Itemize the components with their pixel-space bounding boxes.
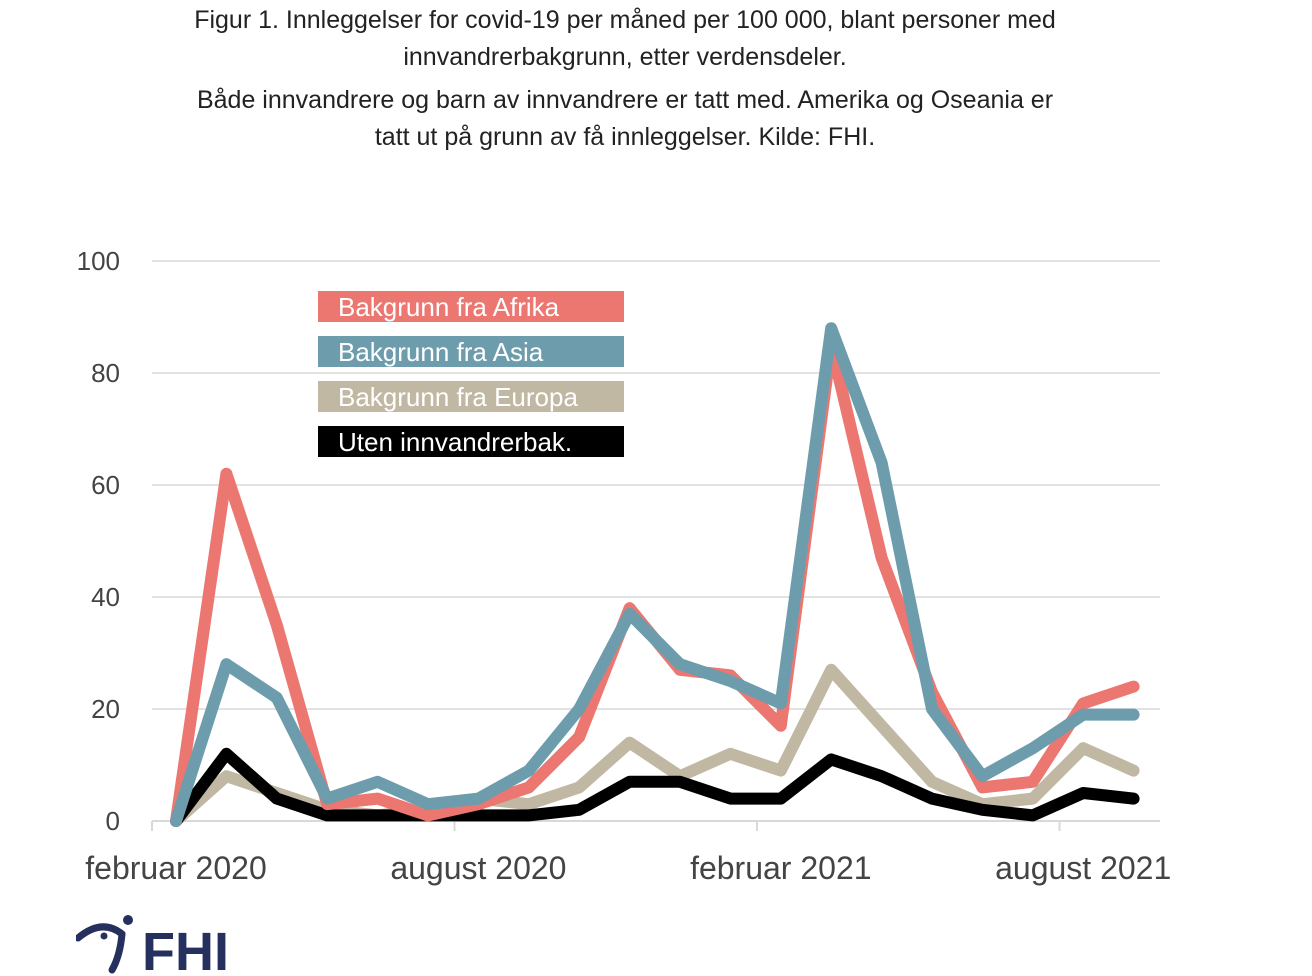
series-line bbox=[170, 322, 1140, 827]
x-tick-label: februar 2021 bbox=[690, 850, 871, 886]
legend-label: Uten innvandrerbak. bbox=[338, 427, 572, 457]
series-line bbox=[170, 747, 1140, 827]
x-tick-label: februar 2020 bbox=[85, 850, 266, 886]
legend-label: Bakgrunn fra Afrika bbox=[338, 292, 560, 322]
legend-swatch bbox=[318, 381, 624, 412]
fhi-logo: FHI bbox=[76, 915, 229, 976]
fhi-logo-mark bbox=[76, 915, 133, 974]
y-tick-label: 60 bbox=[91, 470, 120, 500]
chart-header: Figur 1. Innleggelser for covid-19 per m… bbox=[0, 2, 1250, 156]
y-tick-label: 40 bbox=[91, 582, 120, 612]
y-tick-label: 20 bbox=[91, 694, 120, 724]
y-tick-label: 80 bbox=[91, 358, 120, 388]
legend-swatch bbox=[318, 291, 624, 322]
y-tick-label: 0 bbox=[106, 806, 120, 836]
fhi-logo-text: FHI bbox=[142, 922, 229, 976]
y-tick-label: 100 bbox=[77, 246, 120, 276]
legend-swatch bbox=[318, 426, 624, 457]
legend-swatch bbox=[318, 336, 624, 367]
chart-subtitle: Både innvandrere og barn av innvandrere … bbox=[196, 86, 1054, 151]
series-line bbox=[170, 339, 1140, 827]
chart-title: Figur 1. Innleggelser for covid-19 per m… bbox=[194, 6, 1056, 71]
x-tick-label: august 2021 bbox=[995, 850, 1171, 886]
legend-label: Bakgrunn fra Europa bbox=[338, 382, 578, 412]
legend-label: Bakgrunn fra Asia bbox=[338, 337, 544, 367]
x-tick-label: august 2020 bbox=[390, 850, 566, 886]
